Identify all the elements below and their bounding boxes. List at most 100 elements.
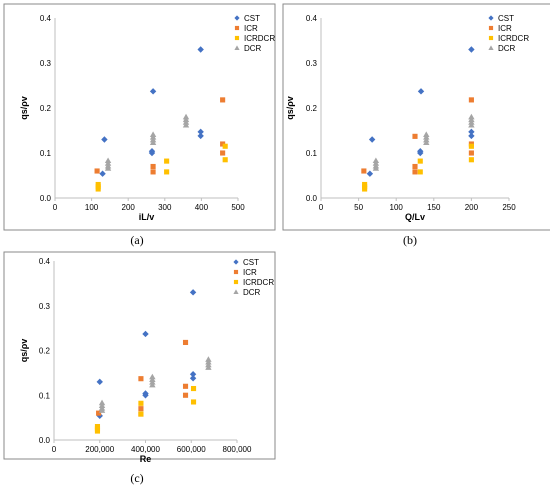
- data-point-cst: [468, 128, 475, 136]
- chart-frame: [282, 3, 550, 231]
- x-axis-label: iL/v: [139, 212, 155, 222]
- x-tick-label: 600,000: [177, 445, 206, 454]
- y-tick-label: 0.4: [40, 14, 52, 23]
- data-point-cst: [148, 149, 156, 157]
- y-tick-label: 0.0: [306, 194, 318, 203]
- data-point-dcr: [372, 165, 380, 171]
- data-point-dcr: [182, 121, 190, 128]
- data-point-cst: [368, 136, 376, 143]
- data-point-cst: [417, 149, 424, 157]
- series-dcr: [104, 113, 190, 171]
- x-tick-label: 250: [502, 203, 516, 212]
- data-point-cst: [96, 378, 103, 386]
- data-point-cst: [99, 170, 106, 177]
- data-point-icr: [96, 410, 102, 416]
- legend-label: ICR: [498, 24, 512, 33]
- data-point-icrdcr: [362, 186, 368, 192]
- y-tick-label: 0.0: [39, 436, 51, 445]
- data-point-cst: [189, 289, 197, 296]
- data-point-icrdcr: [95, 186, 101, 192]
- legend-label: CST: [498, 14, 514, 23]
- data-point-cst: [197, 132, 204, 140]
- data-point-dcr: [104, 165, 112, 171]
- legend-marker-cst: [234, 15, 240, 21]
- panel-caption: (b): [403, 233, 417, 247]
- legend-label: ICRDCR: [498, 34, 529, 43]
- y-tick-label: 0.1: [39, 391, 51, 400]
- data-point-cst: [197, 128, 204, 136]
- legend-label: DCR: [498, 44, 516, 53]
- series-icrdcr: [94, 385, 197, 434]
- chart-frame: [3, 3, 276, 231]
- chart-panel-c: 0.0 0.1 0.2 0.3 0.4 0 200,000 400,000 600,000 800…: [3, 251, 276, 464]
- data-point-cst: [149, 88, 157, 95]
- data-point-dcr: [205, 364, 212, 370]
- y-tick-label: 0.0: [40, 194, 52, 203]
- data-point-icr: [94, 168, 100, 174]
- data-point-icr: [138, 406, 144, 412]
- data-point-icr: [468, 97, 474, 103]
- legend-label: CST: [243, 258, 259, 267]
- legend-label: ICR: [244, 24, 258, 33]
- series-dcr: [98, 356, 212, 413]
- y-axis-label: qs/ρv: [19, 96, 29, 120]
- x-tick-label: 150: [427, 203, 441, 212]
- data-point-icrdcr: [164, 169, 170, 175]
- data-point-icr: [468, 150, 474, 156]
- data-point-icrdcr: [138, 411, 144, 417]
- x-axis-label: Q/Lv: [405, 212, 425, 222]
- legend-marker-dcr: [233, 289, 239, 294]
- data-point-dcr: [149, 139, 157, 146]
- data-point-icr: [182, 392, 189, 398]
- data-point-icrdcr: [222, 143, 228, 149]
- chart-panel-b: 0.0 0.1 0.2 0.3 0.4 0 50 100 150 200 250 Q/Lv qs/ρv C…: [282, 3, 550, 231]
- data-point-icr: [412, 133, 418, 139]
- y-tick-label: 0.1: [306, 149, 318, 158]
- data-point-icrdcr: [138, 400, 144, 406]
- data-point-icrdcr: [190, 385, 197, 392]
- data-point-icrdcr: [164, 158, 170, 164]
- legend-marker-icrdcr: [234, 35, 240, 41]
- legend-label: DCR: [244, 44, 262, 53]
- data-point-icr: [182, 383, 189, 389]
- data-point-icrdcr: [417, 169, 423, 175]
- y-tick-label: 0.4: [306, 14, 318, 23]
- legend-marker-icrdcr: [488, 35, 494, 41]
- y-tick-label: 0.3: [306, 59, 318, 68]
- series-cst: [99, 46, 204, 177]
- data-point-dcr: [423, 139, 430, 146]
- data-point-icrdcr: [417, 158, 423, 164]
- data-point-cst: [468, 132, 475, 140]
- series-cst: [96, 289, 197, 420]
- x-tick-label: 0: [52, 445, 57, 454]
- data-point-icr: [150, 169, 156, 175]
- data-point-icr: [220, 97, 226, 103]
- legend-marker-icr: [234, 25, 240, 31]
- data-point-icr: [361, 168, 367, 174]
- data-point-dcr: [468, 121, 475, 128]
- series-cst: [366, 46, 475, 177]
- y-tick-label: 0.2: [39, 347, 51, 356]
- legend-label: ICR: [243, 268, 257, 277]
- data-point-cst: [142, 392, 149, 399]
- legend-label: ICRDCR: [243, 278, 274, 287]
- data-point-cst: [142, 330, 149, 338]
- legend-label: DCR: [243, 288, 261, 297]
- legend-marker-icr: [488, 25, 494, 31]
- series-icrdcr: [95, 143, 228, 192]
- x-tick-label: 0: [319, 203, 324, 212]
- legend-marker-icrdcr: [233, 279, 239, 285]
- x-tick-label: 800,000: [223, 445, 252, 454]
- x-tick-label: 200,000: [85, 445, 114, 454]
- data-point-icr: [220, 141, 226, 147]
- data-point-icr: [412, 163, 418, 170]
- data-point-icrdcr: [468, 143, 474, 149]
- data-point-dcr: [98, 407, 106, 413]
- legend-marker-cst: [488, 15, 494, 21]
- y-tick-label: 0.4: [39, 257, 51, 266]
- data-point-icr: [150, 163, 156, 170]
- y-tick-label: 0.3: [39, 302, 51, 311]
